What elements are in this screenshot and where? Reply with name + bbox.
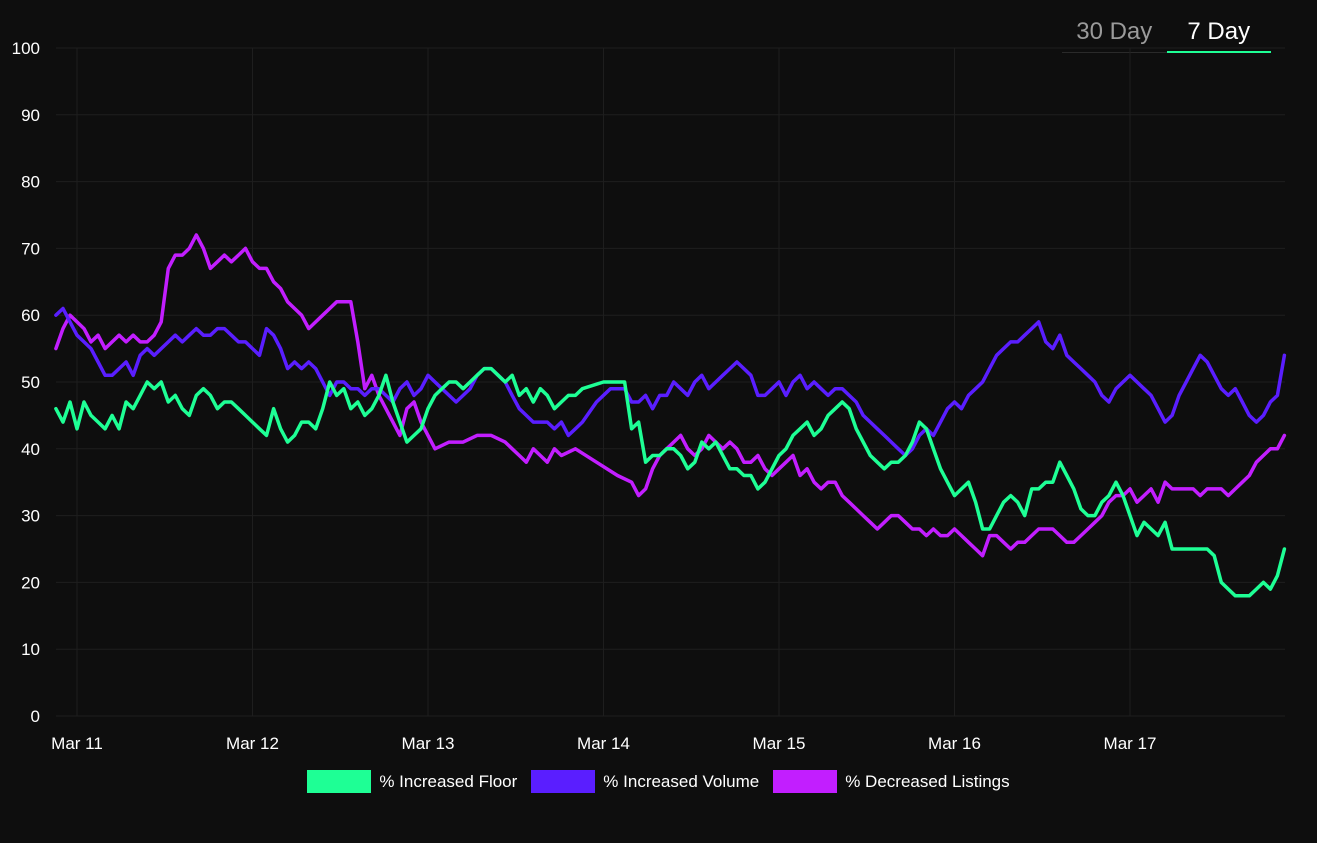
legend-item-listings[interactable]: % Decreased Listings <box>773 770 1010 793</box>
y-tick-label: 70 <box>21 239 40 258</box>
tab-7-day[interactable]: 7 Day <box>1166 12 1272 53</box>
legend-item-volume[interactable]: % Increased Volume <box>531 770 759 793</box>
x-tick-label: Mar 14 <box>577 734 630 753</box>
x-tick-label: Mar 16 <box>928 734 981 753</box>
series-line-volume <box>54 306 1287 458</box>
y-tick-label: 40 <box>21 440 40 459</box>
legend-label-floor: % Increased Floor <box>379 771 518 791</box>
legend-item-floor[interactable]: % Increased Floor <box>307 770 517 793</box>
tab-30-day[interactable]: 30 Day <box>1076 18 1153 45</box>
y-tick-label: 30 <box>21 507 40 526</box>
series-line-floor <box>54 366 1287 598</box>
legend-label-listings: % Decreased Listings <box>845 771 1010 791</box>
y-tick-label: 90 <box>21 106 40 125</box>
series-line-listings <box>54 233 1287 558</box>
legend-swatch-floor <box>307 770 372 793</box>
legend-swatch-volume <box>531 770 596 793</box>
chart-legend: % Increased Floor % Increased Volume % D… <box>0 770 1317 793</box>
range-tabs: 30 Day 7 Day <box>1062 12 1271 53</box>
y-tick-label: 0 <box>31 707 40 726</box>
x-tick-label: Mar 15 <box>753 734 806 753</box>
y-tick-label: 60 <box>21 306 40 325</box>
y-tick-label: 10 <box>21 640 40 659</box>
y-tick-label: 50 <box>21 373 40 392</box>
x-tick-label: Mar 11 <box>51 734 103 753</box>
x-tick-label: Mar 12 <box>226 734 279 753</box>
x-tick-label: Mar 13 <box>402 734 455 753</box>
y-tick-label: 20 <box>21 573 40 592</box>
y-tick-label: 80 <box>21 173 40 192</box>
legend-swatch-listings <box>773 770 838 793</box>
legend-label-volume: % Increased Volume <box>603 771 760 791</box>
x-tick-label: Mar 17 <box>1104 734 1157 753</box>
y-tick-label: 100 <box>12 39 40 58</box>
